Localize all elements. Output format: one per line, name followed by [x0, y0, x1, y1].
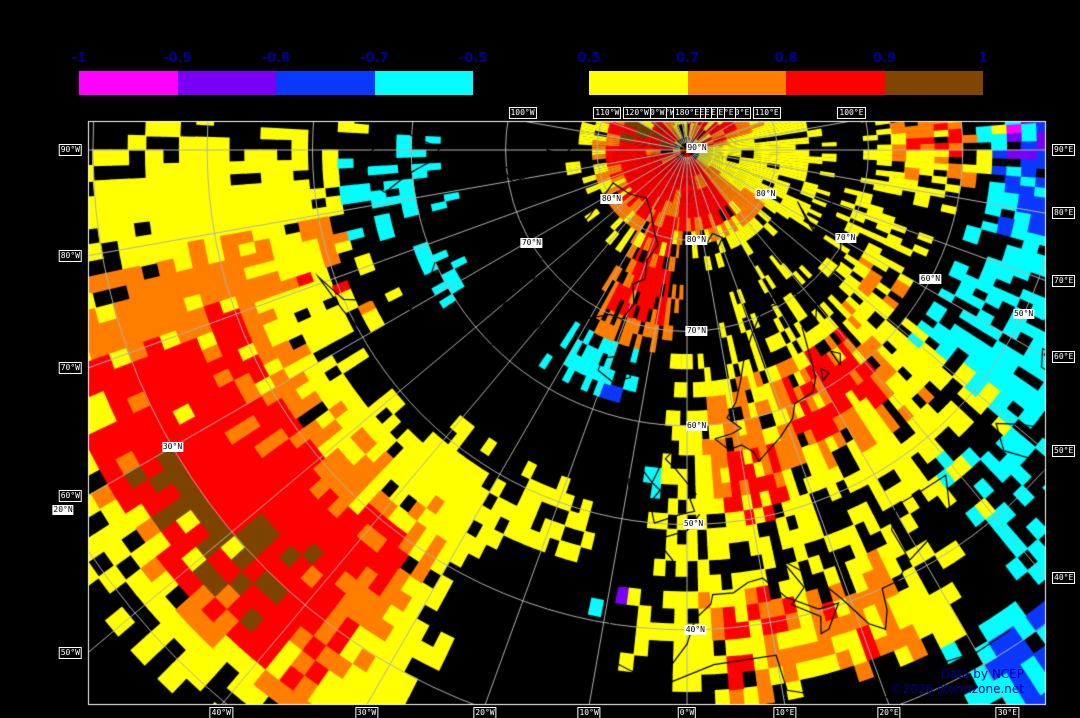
- lon-edge-label: 40°E: [1052, 571, 1076, 584]
- lat-interior-label: 30°N: [161, 442, 184, 453]
- lon-edge-label: 10°W: [577, 707, 601, 718]
- lat-interior-label: 90°N: [686, 143, 708, 153]
- lon-edge-label: 10°E: [773, 707, 797, 718]
- lat-interior-label: 70°N: [520, 238, 543, 249]
- colorbar-negative-tick: -0.9: [163, 51, 192, 66]
- colorbar-negative-tick: -0.7: [360, 51, 389, 66]
- lat-interior-label: 80°N: [755, 188, 777, 199]
- colorbar-positive-segment: [884, 71, 983, 95]
- lon-edge-label: 70°W: [58, 362, 82, 375]
- colorbar-positive-tick: 0.8: [774, 51, 798, 66]
- lon-edge-label: 60°E: [1052, 351, 1076, 364]
- lon-edge-label: 180°E: [672, 107, 702, 119]
- colorbar-positive-segment: [589, 71, 688, 95]
- lon-edge-label: 60°W: [58, 489, 82, 502]
- lon-edge-label: 50°E: [1052, 445, 1076, 458]
- lat-interior-label: 60°N: [685, 420, 708, 431]
- colorbar-positive-tick: 1: [978, 51, 988, 66]
- colorbar-negative: [79, 71, 473, 95]
- lat-interior-label: 50°N: [682, 519, 705, 530]
- lat-interior-label: 20°N: [52, 505, 74, 516]
- colorbar-positive: [589, 71, 983, 95]
- lon-edge-label: 80°W: [58, 249, 82, 262]
- lon-edge-label: 0°W: [677, 707, 697, 718]
- lon-edge-label: 30°W: [354, 707, 379, 718]
- colorbar-negative-segment: [177, 71, 276, 95]
- lon-edge-label: 80°E: [1052, 207, 1076, 220]
- lat-interior-label: 60°N: [919, 274, 942, 285]
- lon-edge-label: 70°E: [1052, 274, 1076, 287]
- lon-edge-label: 110°W: [593, 107, 622, 119]
- lon-edge-label: 40°W: [209, 707, 233, 718]
- colorbar-negative-tick: -1: [71, 51, 87, 66]
- lon-edge-label: 90°W: [58, 144, 82, 156]
- colorbar-positive-segment: [786, 71, 885, 95]
- lon-edge-label: 90°E: [1052, 144, 1076, 156]
- lon-edge-label: 100°W: [508, 107, 537, 119]
- lon-edge-label: 110°E: [752, 107, 781, 119]
- lat-interior-label: 70°N: [835, 232, 857, 243]
- lat-interior-label: 40°N: [684, 624, 706, 635]
- watermark-credit: Data by NCEP: [940, 667, 1024, 681]
- colorbar-negative-tick: -0.8: [261, 51, 291, 66]
- lat-interior-label: 80°N: [685, 234, 708, 245]
- watermark-copyright: ©2026 stormzone.net: [890, 682, 1024, 696]
- colorbar-negative-segment: [374, 71, 473, 95]
- lat-interior-label: 70°N: [685, 326, 708, 337]
- lon-edge-label: 20°E: [877, 707, 901, 718]
- colorbar-positive-segment: [687, 71, 786, 95]
- lon-edge-label: 50°W: [58, 646, 82, 659]
- colorbar-negative-segment: [276, 71, 375, 95]
- colorbar-positive-tick: 0.9: [872, 51, 897, 66]
- colorbar-positive-tick: 0.7: [675, 51, 700, 66]
- colorbar-negative-segment: [79, 71, 178, 95]
- lon-edge-label: 30°E: [995, 707, 1020, 718]
- lat-interior-label: 80°N: [600, 194, 623, 205]
- lon-edge-label: 20°W: [473, 707, 497, 718]
- lon-edge-label: 120°W: [622, 107, 651, 119]
- colorbar-negative-tick: -0.5: [458, 51, 488, 66]
- lon-edge-label: 100°E: [837, 107, 866, 119]
- lat-interior-label: 50°N: [1012, 309, 1035, 320]
- watermark: Data by NCEP ©2026 stormzone.net: [891, 667, 1024, 697]
- colorbar-positive-tick: 0.5: [577, 51, 601, 66]
